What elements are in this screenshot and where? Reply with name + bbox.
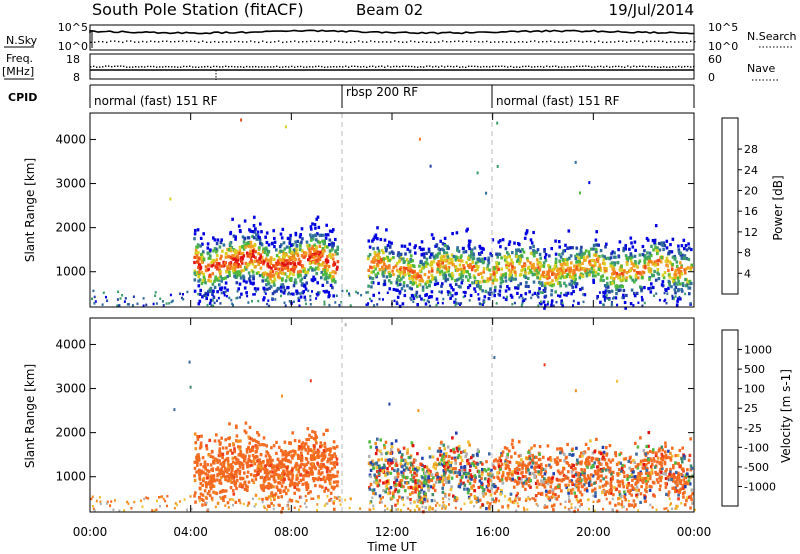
colorbar-tick-label: 24 <box>744 164 758 177</box>
colorbar-tick-label: -25 <box>744 422 762 435</box>
y-tick-label: 3000 <box>55 177 86 191</box>
nsky-tick-bottom: 10^0 <box>58 40 88 53</box>
colorbar-tick-label: 28 <box>744 143 758 156</box>
colorbar-tick-label: 12 <box>744 226 758 239</box>
power-colorbar-label: Power [dB] <box>771 175 785 240</box>
y-tick-label: 1000 <box>55 265 86 279</box>
freq-tick-bottom: 8 <box>73 71 80 84</box>
nsky-label: N.Sky <box>6 34 38 47</box>
velocity-colorbar-label: Velocity [m s-1] <box>779 369 793 463</box>
velocity-xticks <box>89 318 695 512</box>
power-xticks <box>89 113 695 307</box>
y-tick-label: 4000 <box>55 337 86 351</box>
nsky-trace <box>89 29 696 48</box>
colorbar-tick-label: -1000 <box>744 480 776 493</box>
x-tick-label: 04:00 <box>173 525 208 539</box>
colorbar-tick-label: 100 <box>744 383 765 396</box>
colorbar-tick-label: 25 <box>744 402 758 415</box>
nave-tick-top: 60 <box>708 53 722 66</box>
freq-trace <box>90 65 695 80</box>
power-colorbar: 4 8 12 16 20 24 28 <box>721 117 758 295</box>
y-tick-label: 3000 <box>55 382 86 396</box>
colorbar-tick-label: 16 <box>744 205 758 218</box>
x-tick-labels: 00:00 04:00 08:00 12:00 16:00 20:00 00:00 <box>73 525 712 539</box>
velocity-ylabel: Slant Range [km] <box>23 364 37 468</box>
x-tick-label: 00:00 <box>73 525 108 539</box>
velocity-echoes <box>90 323 696 514</box>
date-title: 19/Jul/2014 <box>609 1 694 19</box>
colorbar-tick-label: 4 <box>744 267 751 280</box>
power-ylabel: Slant Range [km] <box>23 158 37 262</box>
velocity-yticks: 1000 2000 3000 4000 <box>55 337 694 484</box>
nsky-tick-top: 10^5 <box>58 21 88 34</box>
y-tick-label: 1000 <box>55 470 86 484</box>
nave-tick-bottom: 0 <box>708 71 715 84</box>
freq-label-bottom: [MHz] <box>2 65 34 78</box>
beam-title: Beam 02 <box>356 1 423 19</box>
colorbar-tick-label: 500 <box>744 363 765 376</box>
colorbar-tick-label: -100 <box>744 441 769 454</box>
nsearch-tick-bottom: 10^0 <box>708 40 738 53</box>
x-tick-label: 00:00 <box>677 525 712 539</box>
colorbar-tick-label: 1000 <box>744 344 772 357</box>
nsearch-tick-top: 10^5 <box>708 21 738 34</box>
x-tick-label: 16:00 <box>475 525 510 539</box>
y-tick-label: 2000 <box>55 221 86 235</box>
velocity-colorbar: 1000 500 100 25 -25 -100 -500 -1000 <box>721 329 776 507</box>
colorbar-tick-label: 8 <box>744 247 751 260</box>
x-tick-label: 12:00 <box>375 525 410 539</box>
power-yticks: 1000 2000 3000 4000 <box>55 132 694 279</box>
station-title: South Pole Station (fitACF) <box>92 0 304 19</box>
cpid-segment-3: normal (fast) 151 RF <box>496 94 620 108</box>
y-tick-label: 2000 <box>55 426 86 440</box>
cpid-segment-1: normal (fast) 151 RF <box>94 94 218 108</box>
freq-label-top: Freq. <box>6 52 33 65</box>
nsky-panel <box>89 24 695 51</box>
colorbar-tick-label: -500 <box>744 461 769 474</box>
nave-label: Nave <box>747 62 775 75</box>
power-echoes <box>91 118 693 310</box>
power-panel: 1000 2000 3000 4000 Slant Range [km] <box>23 112 695 310</box>
nsearch-label: N.Search <box>747 30 797 43</box>
x-axis-label: Time UT <box>366 540 417 554</box>
cpid-segment-2: rbsp 200 RF <box>346 85 418 99</box>
colorbar-tick-label: 20 <box>744 184 758 197</box>
velocity-panel: 1000 2000 3000 4000 Slant Range [km] <box>23 317 696 514</box>
x-tick-label: 20:00 <box>576 525 611 539</box>
x-tick-label: 08:00 <box>274 525 309 539</box>
freq-tick-top: 18 <box>66 53 80 66</box>
cpid-label: CPID <box>8 91 37 104</box>
y-tick-label: 4000 <box>55 132 86 146</box>
